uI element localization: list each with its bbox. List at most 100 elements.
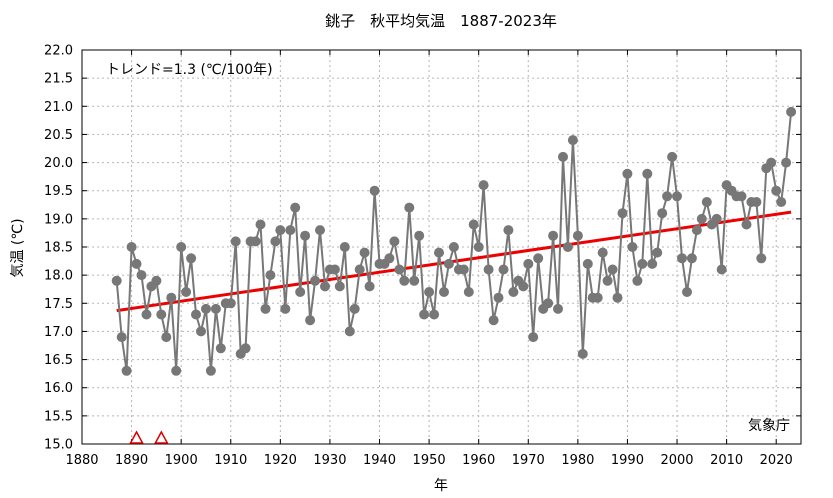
station-change-marker <box>129 430 144 444</box>
x-axis-label: 年 <box>434 478 448 494</box>
data-point <box>121 365 132 376</box>
data-point <box>339 242 350 252</box>
data-point <box>439 287 449 297</box>
data-point <box>280 303 291 314</box>
data-point <box>677 253 687 264</box>
data-point <box>250 236 261 247</box>
x-tick-label: 2010 <box>710 453 743 468</box>
data-point <box>210 303 221 314</box>
data-point <box>136 270 147 281</box>
data-point <box>696 213 707 224</box>
data-point <box>329 264 340 275</box>
data-point <box>334 281 345 292</box>
data-point <box>528 332 539 343</box>
data-point <box>632 275 643 286</box>
data-point <box>637 258 648 269</box>
y-tick-label: 21.0 <box>44 100 73 115</box>
y-axis-label: 気温 (℃) <box>10 218 26 277</box>
data-point <box>577 348 588 359</box>
data-point <box>414 230 425 241</box>
y-tick-label: 18.5 <box>44 241 73 256</box>
x-tick-label: 1980 <box>561 453 594 468</box>
data-point <box>260 303 271 314</box>
data-point <box>186 253 197 264</box>
x-tick-label: 1890 <box>115 453 148 468</box>
data-point <box>756 253 767 264</box>
data-point <box>701 197 712 207</box>
chart-title: 銚子 秋平均気温 1887-2023年 <box>325 12 557 30</box>
data-point <box>359 247 370 258</box>
data-point <box>736 191 747 202</box>
y-tick-label: 21.5 <box>44 72 73 87</box>
series-layer <box>111 106 797 376</box>
data-point <box>652 247 663 258</box>
data-point <box>389 236 400 247</box>
data-point <box>255 219 266 230</box>
y-axis: 15.0 15.5 16.0 16.5 17.0 17.5 18.0 18.5 19.0 19.5… <box>44 44 801 453</box>
x-tick-label: 2020 <box>760 453 793 468</box>
data-point <box>682 287 692 297</box>
data-point <box>582 258 593 269</box>
data-point <box>369 185 380 196</box>
data-point <box>295 287 306 297</box>
data-point <box>607 264 618 275</box>
data-point <box>205 365 216 376</box>
data-point <box>384 253 395 264</box>
data-point <box>265 270 276 281</box>
source-label: 気象庁 <box>748 418 790 434</box>
data-point <box>468 219 479 230</box>
x-tick-label: 1920 <box>264 453 297 468</box>
data-point <box>240 343 251 354</box>
data-point <box>270 236 281 247</box>
data-point <box>686 253 697 264</box>
data-point <box>141 309 152 320</box>
data-point <box>691 225 702 236</box>
y-tick-label: 18.0 <box>44 269 73 284</box>
data-point <box>310 275 321 286</box>
y-tick-label: 22.0 <box>44 44 73 59</box>
x-tick-label: 1930 <box>313 453 346 468</box>
data-point <box>751 197 762 207</box>
data-point <box>518 281 529 292</box>
data-point <box>344 326 355 337</box>
data-point <box>592 292 603 303</box>
y-tick-label: 20.5 <box>44 128 73 143</box>
data-point <box>473 242 484 252</box>
y-tick-label: 19.5 <box>44 184 73 199</box>
data-point <box>111 275 122 286</box>
data-point <box>320 281 330 292</box>
data-point <box>597 247 608 258</box>
data-point <box>166 292 177 303</box>
data-point <box>553 303 563 314</box>
data-point <box>225 298 236 309</box>
data-point <box>354 264 365 275</box>
data-point <box>191 309 201 320</box>
y-tick-label: 16.5 <box>44 353 73 368</box>
data-point <box>443 258 454 269</box>
data-point <box>781 157 792 168</box>
data-point <box>161 332 172 343</box>
data-point <box>498 264 509 275</box>
data-point <box>647 258 658 269</box>
data-point <box>349 303 360 314</box>
data-point <box>771 185 782 196</box>
data-point <box>290 202 301 213</box>
y-tick-label: 20.0 <box>44 156 73 171</box>
x-tick-label: 2000 <box>660 453 693 468</box>
data-point <box>171 365 182 376</box>
data-point <box>711 213 722 224</box>
y-tick-label: 19.0 <box>44 212 73 227</box>
x-tick-label: 1950 <box>413 453 446 468</box>
data-point <box>776 197 787 207</box>
data-point <box>131 258 142 269</box>
y-tick-label: 17.0 <box>44 325 73 340</box>
data-point <box>409 275 420 286</box>
data-point <box>548 230 559 241</box>
y-tick-label: 17.5 <box>44 297 73 312</box>
data-point <box>622 168 633 179</box>
data-point <box>458 264 469 275</box>
x-tick-label: 1910 <box>214 453 247 468</box>
y-tick-label: 15.0 <box>44 438 73 453</box>
data-point <box>672 191 682 202</box>
data-point <box>627 242 638 252</box>
